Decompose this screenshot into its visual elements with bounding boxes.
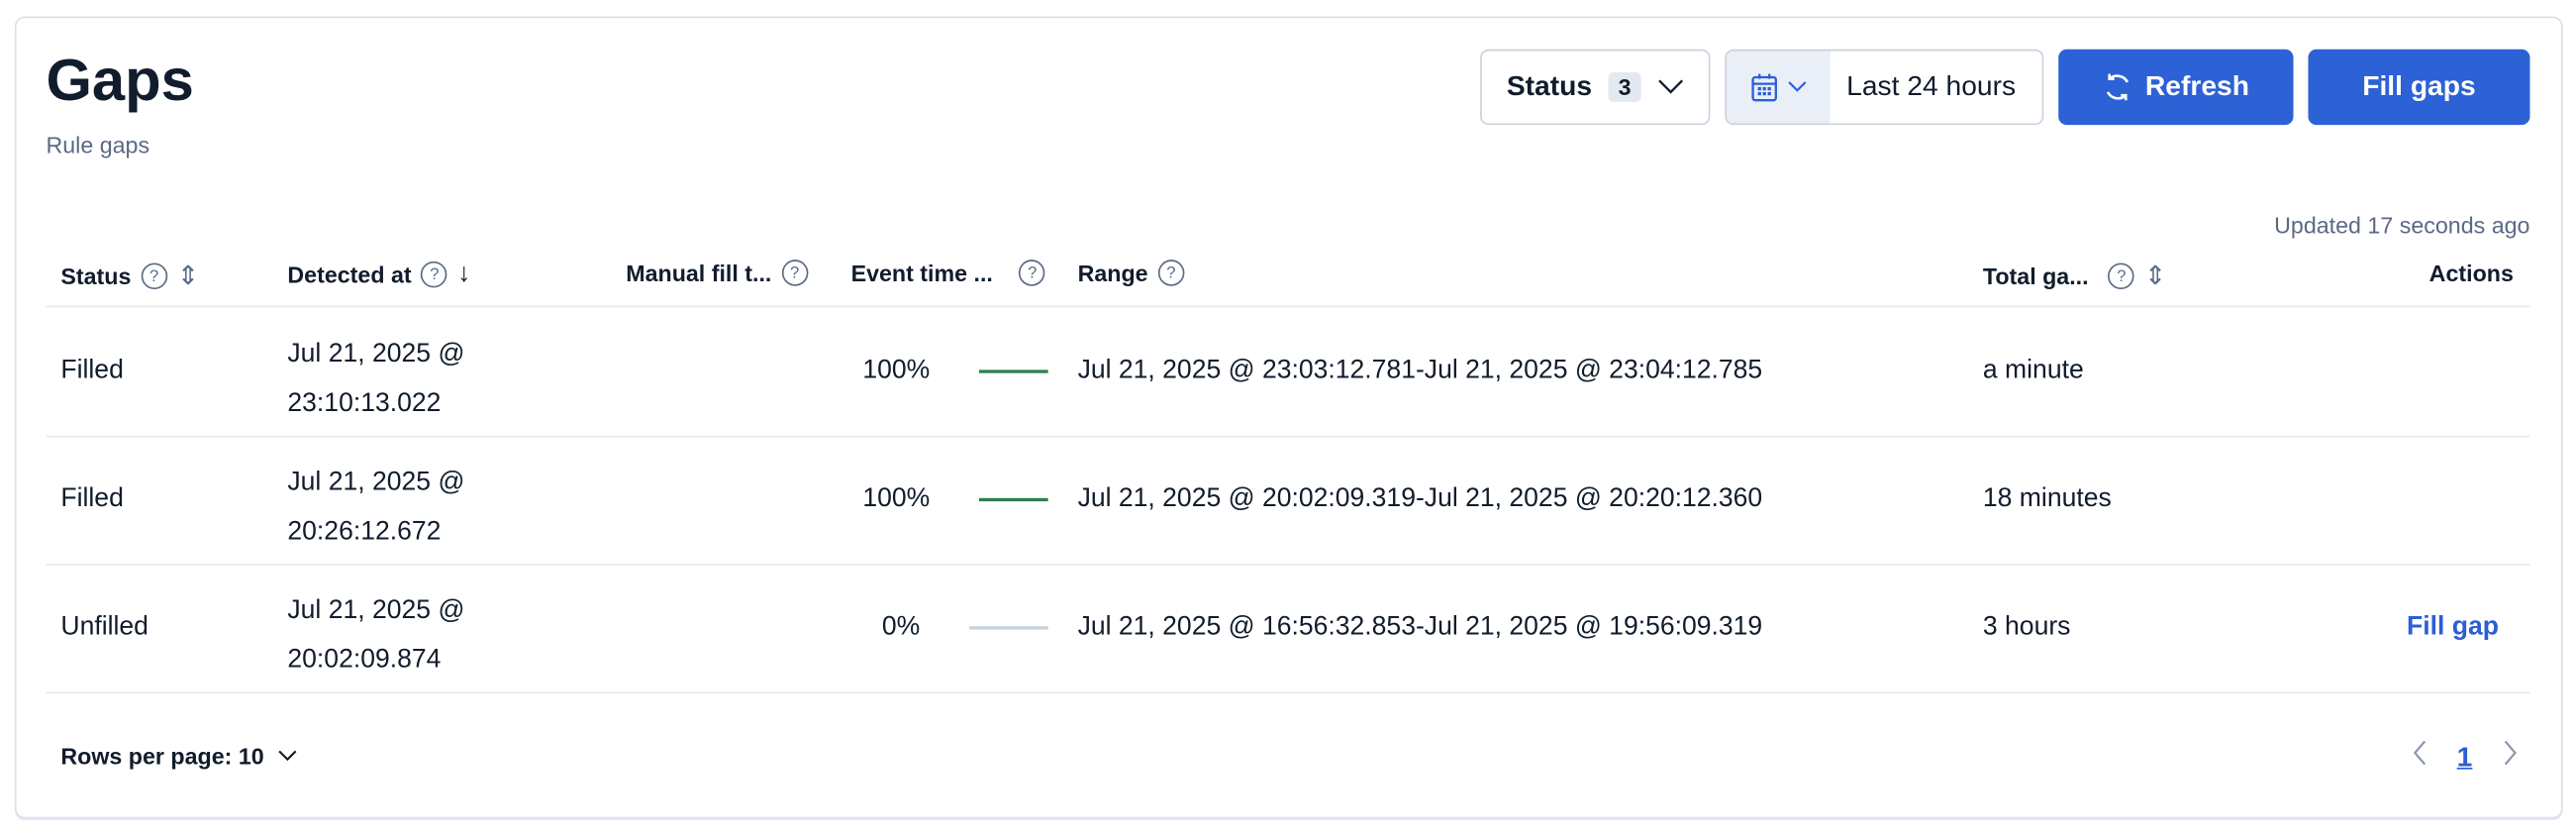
gaps-panel [14, 16, 2563, 819]
fill-gaps-button[interactable]: Fill gaps [2308, 49, 2530, 126]
table-row: Unfilled Jul 21, 2025 @ 20:02:09.874 0% J… [46, 564, 2530, 694]
refresh-button[interactable]: Refresh [2058, 49, 2294, 126]
chevron-right-icon[interactable] [2502, 740, 2519, 775]
sort-icon[interactable]: ⇕ [176, 262, 200, 291]
detected-at-cell: Jul 21, 2025 @ 20:26:12.672 [287, 436, 464, 564]
column-manual-fill: Manual fill t...? [626, 260, 808, 286]
event-time-cell: 100% [851, 307, 1048, 435]
refresh-label: Refresh [2144, 70, 2249, 102]
column-label: Status [60, 262, 132, 290]
page-title: Gaps [46, 46, 194, 114]
sort-descending-icon[interactable]: ↓ [457, 260, 471, 288]
range-cell: Jul 21, 2025 @ 23:03:12.781-Jul 21, 2025… [1077, 357, 1763, 385]
detected-time: 20:26:12.672 [287, 516, 442, 546]
calendar-icon [1750, 73, 1777, 102]
column-label: Actions [2428, 260, 2514, 286]
column-label: Detected at [287, 261, 412, 288]
column-detected-at[interactable]: Detected at? ↓ [287, 260, 470, 289]
pagination: 1 [2411, 740, 2519, 775]
column-label: Event time ... [850, 260, 993, 286]
chevron-down-icon [1787, 81, 1806, 92]
status-cell: Filled [60, 357, 124, 385]
total-gap-cell: 3 hours [1982, 612, 2071, 642]
event-percent: 0% [881, 612, 921, 642]
range-cell: Jul 21, 2025 @ 16:56:32.853-Jul 21, 2025… [1077, 612, 1763, 642]
column-total-gap[interactable]: Total ga...? ⇕ [1983, 260, 2166, 292]
column-label: Total ga... [1982, 262, 2089, 290]
detected-date: Jul 21, 2025 @ [287, 595, 465, 624]
help-icon[interactable]: ? [781, 260, 808, 286]
event-time-cell: 100% [851, 436, 1048, 564]
chevron-down-icon [277, 750, 296, 762]
fill-gap-link[interactable]: Fill gap [2407, 612, 2499, 642]
status-cell: Unfilled [60, 612, 149, 642]
column-range: Range? [1078, 260, 1185, 286]
column-label: Range [1077, 260, 1148, 286]
detected-date: Jul 21, 2025 @ [287, 339, 465, 368]
chevron-down-icon [1657, 70, 1684, 103]
total-gap-cell: 18 minutes [1982, 484, 2112, 513]
event-percent: 100% [862, 357, 931, 385]
updated-status: Updated 17 seconds ago [2274, 212, 2530, 239]
progress-bar [979, 497, 1048, 502]
progress-bar [979, 369, 1048, 373]
status-count-badge: 3 [1608, 72, 1641, 102]
status-filter-label: Status [1506, 70, 1593, 102]
table-header: Status? ⇕ Detected at? ↓ Manual fill t...?… [46, 247, 2530, 308]
status-filter-button[interactable]: Status 3 [1480, 49, 1711, 126]
rows-per-page-button[interactable]: Rows per page: 10 [60, 743, 296, 770]
page-subtitle: Rule gaps [46, 131, 150, 158]
date-quick-menu-button[interactable] [1727, 51, 1831, 124]
help-icon[interactable]: ? [1157, 260, 1185, 286]
help-icon[interactable]: ? [141, 262, 167, 290]
table-row: Filled Jul 21, 2025 @ 23:10:13.022 100% J… [46, 307, 2530, 438]
detected-time: 23:10:13.022 [287, 388, 442, 417]
event-time-cell: 0% [851, 564, 1048, 691]
range-cell: Jul 21, 2025 @ 20:02:09.319-Jul 21, 2025… [1077, 484, 1763, 513]
detected-at-cell: Jul 21, 2025 @ 20:02:09.874 [287, 564, 464, 691]
date-range-value[interactable]: Last 24 hours [1846, 70, 2017, 102]
help-icon[interactable]: ? [2108, 262, 2135, 290]
column-status[interactable]: Status? ⇕ [60, 260, 199, 292]
help-icon[interactable]: ? [421, 261, 448, 288]
status-cell: Filled [60, 484, 124, 513]
help-icon[interactable]: ? [1019, 260, 1045, 286]
sort-icon[interactable]: ⇕ [2144, 262, 2167, 291]
detected-time: 20:02:09.874 [287, 645, 442, 674]
progress-bar [969, 626, 1048, 630]
column-event-time: Event time ...? [851, 260, 1045, 286]
event-percent: 100% [862, 484, 931, 513]
chevron-left-icon[interactable] [2411, 740, 2427, 775]
detected-date: Jul 21, 2025 @ [287, 468, 465, 496]
column-label: Manual fill t... [626, 260, 772, 286]
date-picker[interactable]: Last 24 hours [1725, 49, 2044, 126]
column-actions: Actions [2429, 260, 2514, 286]
detected-at-cell: Jul 21, 2025 @ 23:10:13.022 [287, 307, 464, 435]
table-row: Filled Jul 21, 2025 @ 20:26:12.672 100% J… [46, 436, 2530, 566]
rows-per-page-label: Rows per page: 10 [60, 743, 264, 770]
page-1-button[interactable]: 1 [2456, 740, 2473, 773]
refresh-icon [2106, 73, 2129, 101]
total-gap-cell: a minute [1982, 357, 2084, 385]
